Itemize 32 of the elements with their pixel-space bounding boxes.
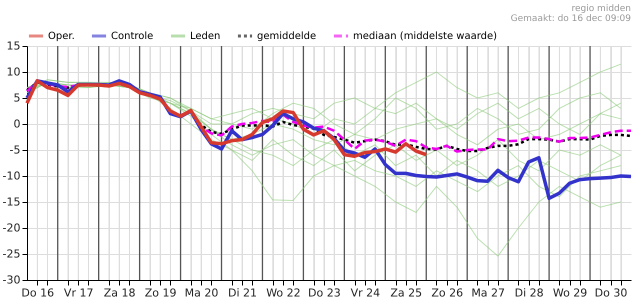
x-tick-label: Za 25 [390, 286, 422, 300]
legend-label: Leden [190, 31, 220, 42]
y-tick-label: -30 [2, 274, 20, 286]
y-tick-label: 5 [14, 92, 20, 104]
x-tick-label: Do 23 [308, 286, 341, 300]
x-tick-label: Zo 26 [431, 286, 464, 300]
x-tick-label: Wo 22 [266, 286, 301, 300]
x-tick-label: Di 28 [514, 286, 544, 300]
y-tick-label: -20 [2, 222, 20, 234]
y-tick-label: 0 [14, 118, 20, 130]
text: regio midden [571, 4, 631, 14]
y-tick-label: 10 [6, 66, 20, 78]
x-tick-label: Do 16 [21, 286, 54, 300]
x-tick-label: Za 18 [104, 286, 136, 300]
x-tick-label: Ma 27 [471, 286, 506, 300]
text: Gemaakt: do 16 dec 09:09 [510, 14, 632, 24]
x-tick-label: Di 21 [228, 286, 257, 300]
x-tick-label: Vr 17 [64, 286, 94, 300]
legend-label: Controle [111, 31, 154, 42]
legend-label: Oper. [48, 31, 75, 42]
x-tick-label: Do 30 [594, 286, 628, 300]
y-tick-label: -15 [2, 196, 20, 208]
x-tick-label: Zo 19 [144, 286, 176, 300]
x-tick-label: Vr 24 [350, 286, 380, 300]
y-tick-label: -5 [10, 144, 20, 156]
x-tick-label: Wo 29 [552, 286, 588, 300]
y-tick-label: -25 [2, 248, 20, 260]
y-tick-label: -10 [2, 170, 20, 182]
y-tick-label: 15 [6, 40, 20, 52]
legend-label: mediaan (middelste waarde) [353, 31, 498, 42]
legend-label: gemiddelde [257, 31, 316, 42]
x-tick-label: Ma 20 [184, 286, 218, 300]
